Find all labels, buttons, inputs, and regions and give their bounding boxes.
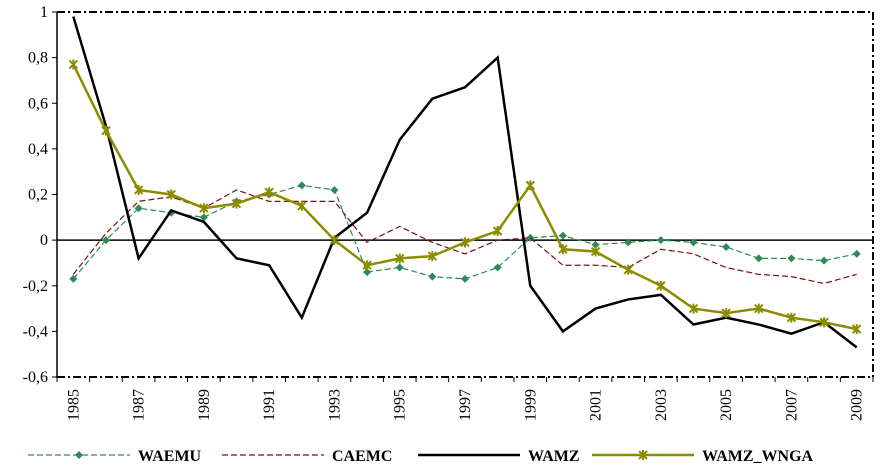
y-tick-label: -0,2 [23, 278, 48, 295]
marker [329, 235, 340, 246]
marker [133, 184, 144, 195]
marker [461, 274, 469, 283]
marker [591, 240, 600, 249]
marker [525, 180, 535, 191]
y-tick-label: 0,2 [28, 187, 48, 204]
marker [264, 187, 274, 198]
series [68, 59, 862, 335]
marker [69, 274, 78, 283]
marker [493, 263, 502, 272]
marker [101, 236, 110, 245]
marker [638, 450, 648, 460]
marker [231, 198, 242, 209]
legend-label: WAMZ [528, 448, 580, 465]
marker [787, 254, 796, 263]
marker [166, 189, 176, 200]
marker [101, 125, 111, 136]
legend-label: WAEMU [138, 448, 202, 465]
x-tick-label: 1999 [522, 389, 539, 421]
y-tick-label: 0,4 [28, 141, 48, 158]
x-tick-label: 1993 [326, 389, 343, 421]
series [72, 16, 858, 349]
marker [297, 200, 307, 211]
marker [428, 272, 437, 281]
marker [558, 231, 567, 240]
marker [819, 317, 829, 328]
y-tick-label: 0 [40, 232, 48, 249]
series-line [72, 63, 857, 331]
x-tick-label: 1991 [261, 389, 278, 421]
x-tick-label: 1987 [131, 389, 148, 421]
legend-label: CAEMC [332, 448, 392, 465]
y-tick-label: 0,6 [28, 95, 48, 112]
marker [851, 324, 862, 335]
x-tick-label: 1989 [196, 389, 213, 421]
marker [460, 237, 470, 248]
marker [362, 260, 372, 271]
marker [492, 226, 503, 236]
marker [656, 280, 666, 291]
marker [786, 312, 797, 323]
x-tick-label: 2009 [849, 389, 866, 421]
marker [395, 263, 404, 272]
marker [297, 181, 306, 190]
x-tick-label: 2003 [653, 389, 670, 421]
marker [852, 249, 861, 258]
series [69, 181, 861, 283]
x-tick-label: 2007 [783, 389, 800, 421]
marker [590, 246, 601, 257]
x-tick-label: 1995 [392, 389, 409, 421]
marker [199, 203, 209, 214]
marker [427, 251, 438, 262]
marker [624, 238, 633, 247]
marker [754, 303, 764, 314]
marker [330, 185, 339, 194]
series-line [72, 16, 858, 349]
marker [754, 254, 763, 263]
x-tick-label: 1997 [457, 389, 474, 421]
y-tick-label: -0,6 [23, 369, 48, 386]
x-tick-label: 2001 [588, 389, 605, 421]
y-tick-label: 0,8 [28, 50, 48, 67]
x-tick-label: 1985 [65, 389, 82, 421]
series-line [72, 184, 857, 280]
marker [199, 213, 208, 222]
marker [623, 264, 633, 275]
marker [363, 268, 372, 277]
marker [656, 236, 665, 245]
marker [75, 451, 83, 459]
x-tick-label: 2005 [718, 389, 735, 421]
marker [68, 59, 79, 70]
marker [721, 308, 731, 319]
y-tick-label: -0,4 [23, 323, 48, 340]
marker [689, 238, 698, 247]
marker [820, 256, 829, 265]
marker [688, 303, 699, 314]
marker [134, 204, 143, 213]
y-tick-label: 1 [40, 4, 48, 21]
legend-label: WAMZ_WNGA [702, 448, 814, 465]
marker [722, 242, 731, 251]
marker [558, 244, 568, 255]
marker [395, 253, 405, 264]
